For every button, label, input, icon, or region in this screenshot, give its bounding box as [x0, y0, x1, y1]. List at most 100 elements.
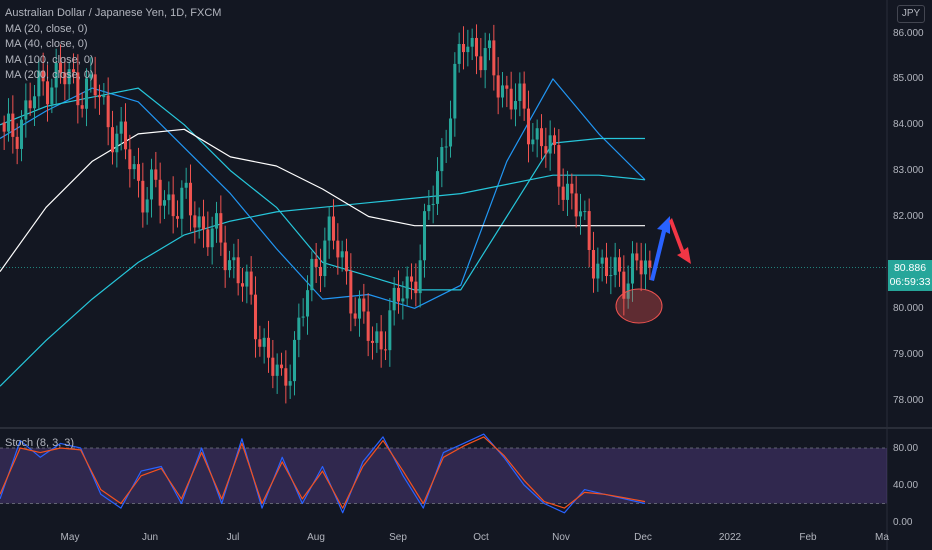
- candle-body: [561, 186, 565, 200]
- candle-body: [405, 276, 409, 299]
- candle-body: [340, 251, 344, 258]
- candle-body: [102, 95, 106, 98]
- currency-button[interactable]: JPY: [897, 5, 925, 23]
- candle-body: [505, 85, 509, 89]
- stoch-pane: [0, 433, 887, 514]
- candle-body: [492, 40, 496, 76]
- candle-body: [132, 164, 136, 170]
- candle-body: [206, 229, 210, 248]
- candle-body: [297, 317, 301, 340]
- y-tick-label: 85.000: [893, 73, 924, 84]
- candle-body: [357, 298, 362, 319]
- candle-body: [383, 349, 388, 351]
- candle-body: [630, 253, 635, 284]
- candle-body: [188, 182, 193, 216]
- last-price-tag: 80.886 06:59:33: [888, 260, 932, 291]
- candle-body: [214, 213, 219, 229]
- x-tick-label: Ma: [875, 532, 889, 543]
- candle-body: [513, 101, 518, 110]
- candle-body: [245, 271, 249, 287]
- candle-body: [643, 260, 648, 275]
- moving-averages: [0, 78, 646, 387]
- candle-body: [123, 121, 128, 150]
- candle-body: [457, 44, 461, 64]
- candle-body: [162, 200, 167, 206]
- candle-body: [535, 128, 539, 140]
- candle-body: [366, 311, 370, 341]
- candle-body: [392, 287, 396, 311]
- candle-body: [253, 294, 258, 340]
- ma40-legend: MA (40, close, 0): [5, 38, 88, 50]
- candle-body: [45, 81, 50, 105]
- candle-body: [141, 180, 145, 213]
- candle-body: [24, 100, 28, 120]
- candle-body: [6, 113, 11, 132]
- bar-countdown: 06:59:33: [889, 276, 931, 288]
- x-tick-label: Nov: [552, 532, 570, 543]
- candle-body: [93, 74, 97, 96]
- candle-body: [63, 72, 67, 85]
- candle-body: [128, 149, 132, 170]
- candle-body: [427, 205, 431, 212]
- candle-body: [370, 340, 375, 343]
- x-tick-label: Feb: [799, 532, 817, 543]
- candle-body: [301, 316, 305, 318]
- candle-body: [496, 75, 500, 98]
- candle-body: [591, 250, 596, 279]
- y-tick-label: 78.000: [893, 395, 924, 406]
- candle-body: [418, 260, 422, 294]
- candle-body: [145, 199, 149, 213]
- candle-body: [15, 136, 19, 149]
- ma200-legend: MA (200, close, 0): [5, 69, 94, 81]
- candle-body: [639, 260, 643, 275]
- candle-body: [422, 211, 427, 261]
- candle-body: [288, 381, 292, 386]
- candle-body: [336, 240, 340, 258]
- y-tick-label: 80.000: [893, 303, 924, 314]
- candle-body: [557, 145, 561, 187]
- x-tick-label: Oct: [473, 532, 489, 543]
- candle-body: [414, 281, 418, 294]
- candle-body: [11, 113, 15, 137]
- candle-body: [262, 337, 266, 347]
- candle-body: [50, 87, 54, 105]
- candle-body: [180, 187, 184, 219]
- candle-body: [613, 257, 617, 276]
- candle-body: [58, 62, 63, 73]
- candle-body: [97, 95, 102, 98]
- candle-body: [110, 127, 115, 153]
- candle-body: [574, 193, 578, 217]
- candle-body: [158, 179, 162, 206]
- ma100-line: [0, 174, 646, 387]
- candle-body: [271, 357, 275, 376]
- candle-body: [327, 216, 331, 241]
- candle-body: [28, 100, 32, 109]
- candle-body: [149, 169, 154, 200]
- candle-body: [71, 69, 76, 73]
- ma40-line: [0, 87, 645, 291]
- candle-body: [353, 313, 357, 319]
- ma20-line: [0, 78, 646, 309]
- stoch-band: [0, 448, 887, 504]
- candle-body: [609, 275, 613, 277]
- candle-body: [617, 257, 622, 272]
- x-tick-label: May: [60, 532, 80, 543]
- x-tick-label: Jul: [226, 532, 240, 543]
- candle-body: [41, 70, 45, 82]
- candle-body: [266, 337, 271, 358]
- candle-body: [375, 331, 379, 343]
- stoch-y-tick-label: 80.00: [893, 443, 919, 454]
- candle-body: [526, 108, 531, 145]
- candle-body: [440, 147, 444, 172]
- candle-body: [32, 96, 37, 109]
- candle-body: [552, 135, 557, 146]
- candle-body: [318, 266, 323, 277]
- candle-body: [37, 70, 41, 97]
- candle-body: [409, 276, 414, 282]
- candle-body: [305, 290, 310, 317]
- candle-body: [500, 85, 505, 98]
- x-tick-label: Dec: [634, 532, 652, 543]
- candle-body: [379, 331, 383, 350]
- y-tick-label: 82.000: [893, 211, 924, 222]
